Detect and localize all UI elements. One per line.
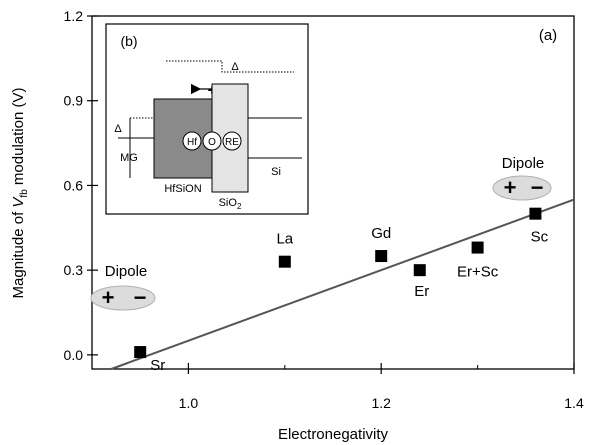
x-axis-label: Electronegativity: [278, 426, 389, 443]
data-point-label: Er+Sc: [457, 264, 499, 281]
inset-atom-hf-label: Hf: [187, 137, 197, 148]
data-point-label: Er: [414, 283, 429, 300]
dipole-annotation-right: Dipole + −: [492, 155, 552, 201]
inset-atom-o: [202, 131, 222, 151]
dipole-left-label: Dipole: [105, 263, 148, 280]
y-axis-ticks: 0.0 0.3 0.6 0.9 1.2: [64, 8, 98, 363]
inset-atom-re: [222, 131, 242, 151]
data-point-label: Gd: [371, 225, 391, 242]
inset-delta-left: Δ: [114, 123, 122, 135]
y-tick-label: 0.3: [64, 262, 84, 278]
data-point-sr: [134, 346, 147, 359]
x-tick-label: 1.0: [179, 395, 199, 411]
inset-atom-re-label: RE: [225, 137, 239, 148]
y-axis-label: Magnitude of Vfb modulation (V): [10, 88, 30, 299]
x-tick-label: 1.4: [564, 395, 584, 411]
data-point-sc: [529, 207, 542, 220]
inset-si-label: Si: [271, 166, 281, 178]
data-point-label: Sr: [150, 357, 165, 374]
data-point-la: [278, 255, 291, 268]
dipole-right-plus: +: [504, 175, 517, 200]
x-axis-ticks: 1.0 1.2 1.4: [179, 363, 584, 411]
inset-atom-hf: [182, 131, 202, 151]
data-point-gd: [375, 250, 388, 263]
y-tick-label: 0.9: [64, 93, 84, 109]
inset-mg-label: MG: [120, 152, 138, 164]
dipole-annotation-left: Dipole + −: [90, 263, 156, 311]
inset-sio2-label: SiO2: [219, 197, 242, 211]
inset-panel-label: (b): [120, 33, 137, 49]
y-tick-label: 1.2: [64, 8, 84, 24]
dipole-right-minus: −: [531, 175, 544, 200]
data-point-er-sc: [471, 241, 484, 254]
inset-atom-o-label: O: [208, 137, 216, 148]
dipole-left-ellipse: [90, 285, 156, 311]
inset-upper-dotted-level: [166, 60, 294, 73]
dipole-left-minus: −: [134, 285, 147, 310]
data-points: Sr La Gd Er Er+Sc Sc: [134, 207, 549, 374]
panel-label-a: (a): [539, 27, 557, 44]
data-point-label: La: [276, 231, 293, 248]
inset-delta-upper: Δ: [231, 61, 239, 73]
x-tick-label: 1.2: [371, 395, 391, 411]
dipole-right-label: Dipole: [502, 155, 545, 172]
dipole-right-ellipse: [492, 175, 552, 201]
dipole-left-plus: +: [102, 285, 115, 310]
inset-hfsion-label: HfSiON: [164, 183, 201, 195]
y-tick-label: 0.6: [64, 177, 84, 193]
inset-diagram: (b) Δ + Δ MG HfSiON SiO2 Si Hf O RE: [105, 23, 309, 215]
fit-line: [110, 198, 575, 370]
y-tick-label: 0.0: [64, 347, 84, 363]
data-point-label: Sc: [531, 229, 549, 246]
data-point-er: [413, 264, 426, 277]
